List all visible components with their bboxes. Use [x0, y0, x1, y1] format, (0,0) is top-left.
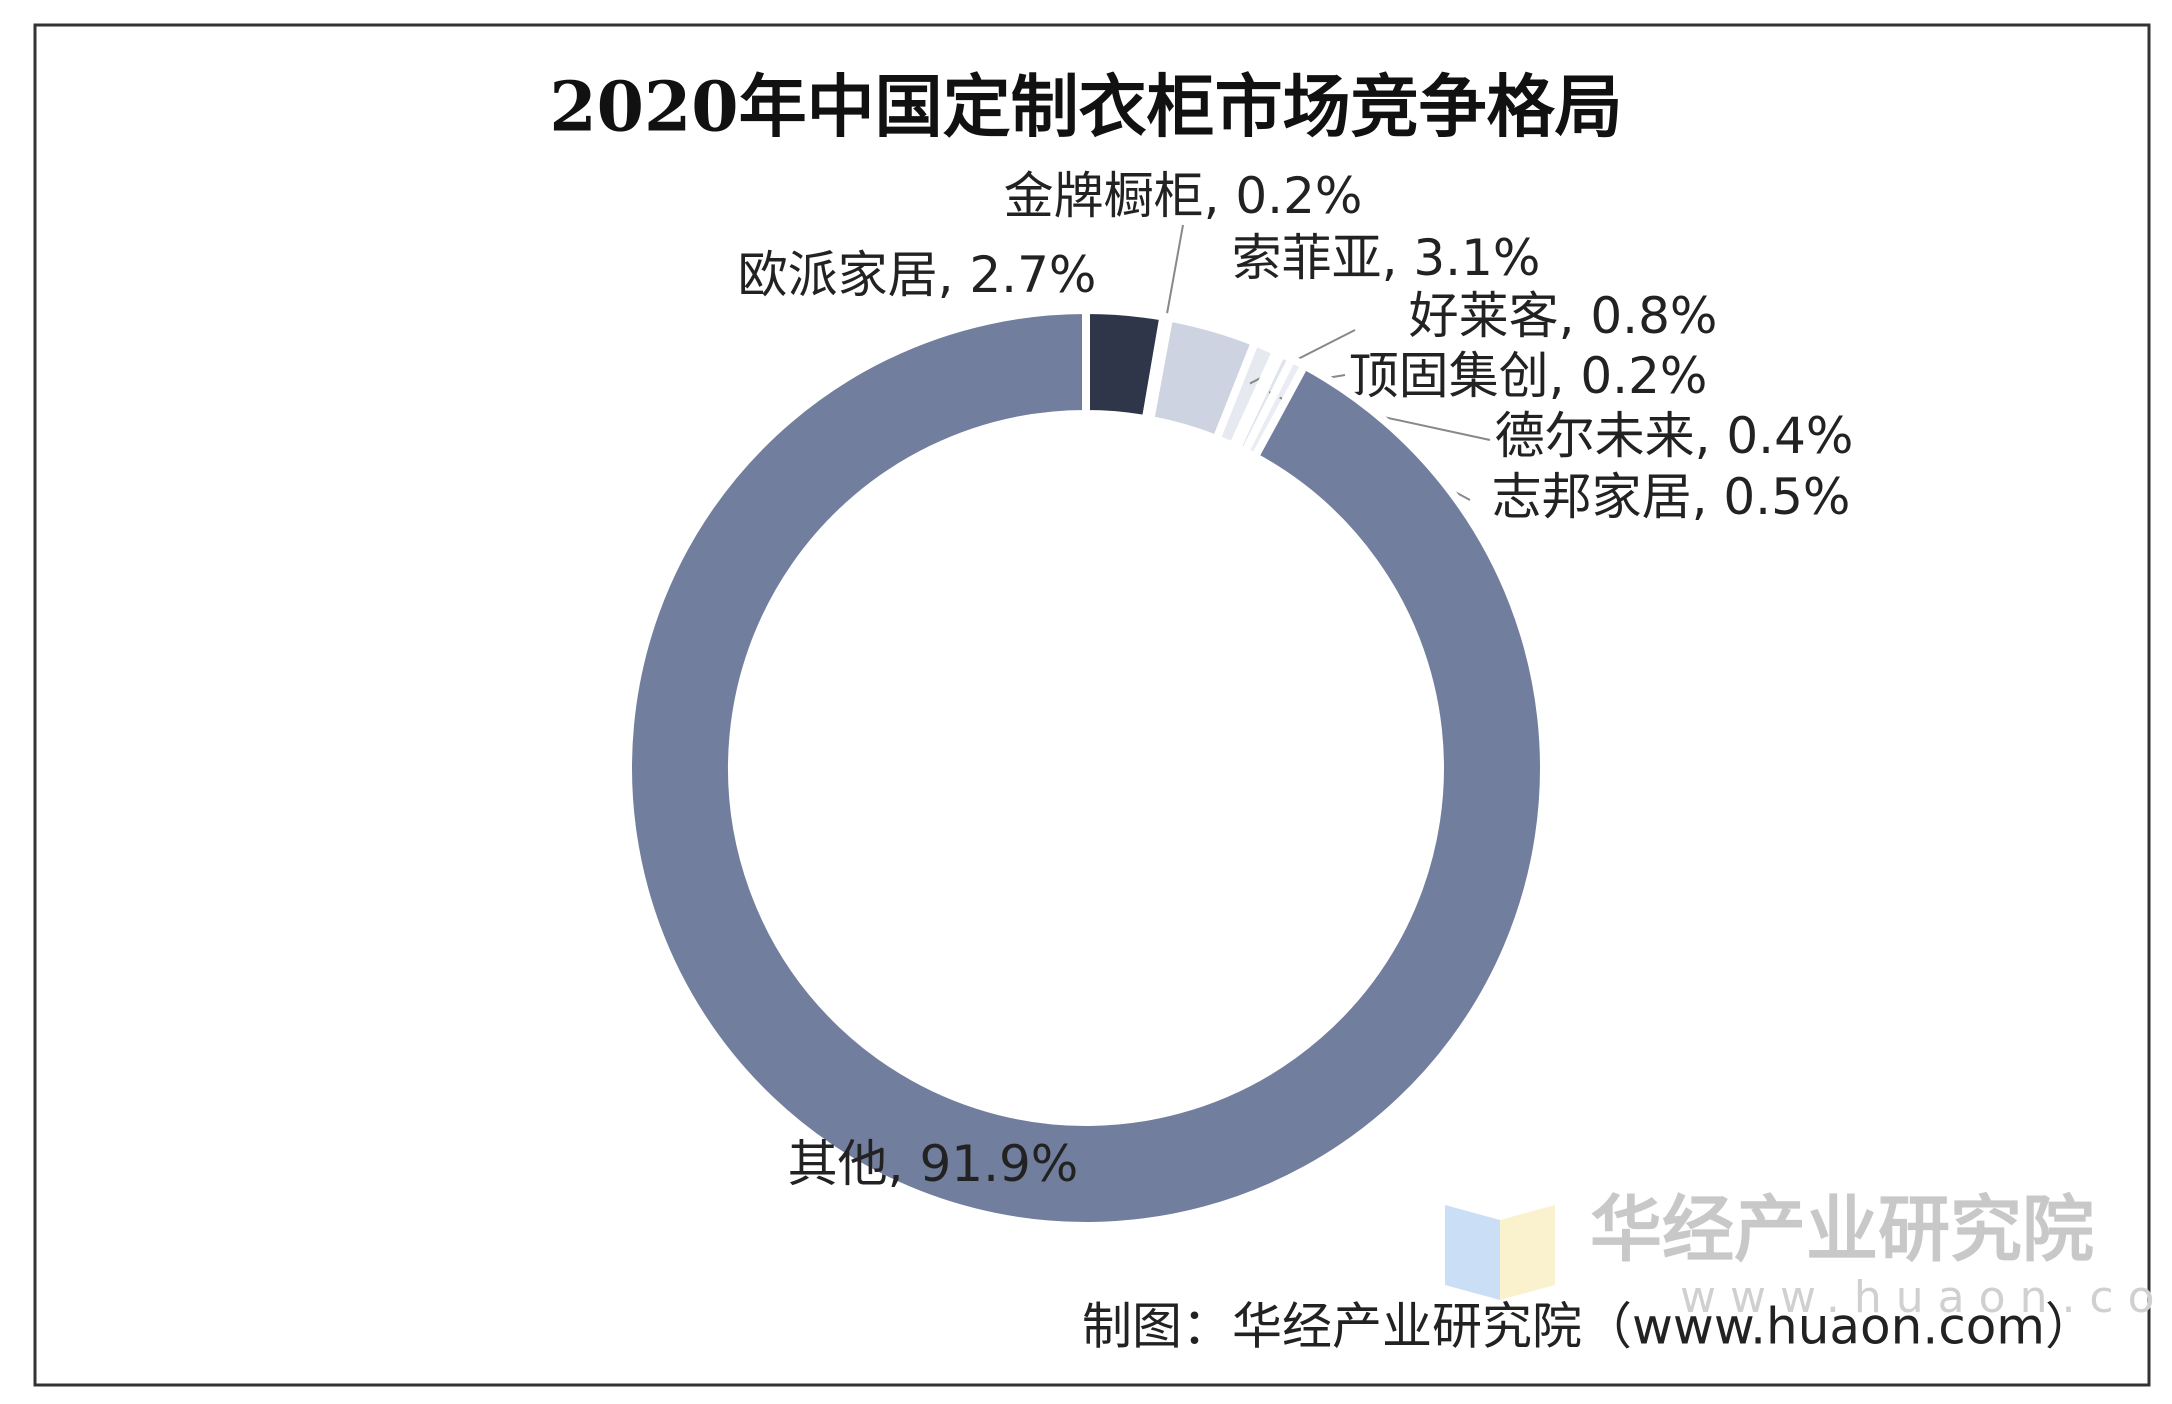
category-label: 好莱客 [1409, 287, 1559, 345]
category-label: 欧派家居 [738, 246, 938, 304]
label-separator: , [1695, 407, 1727, 465]
label-separator: , [1204, 167, 1236, 225]
category-label: 德尔未来 [1495, 407, 1695, 465]
value-label: 3.1% [1413, 229, 1540, 287]
category-label: 其他 [788, 1135, 888, 1193]
value-label: 0.5% [1723, 468, 1850, 526]
label-separator: , [938, 246, 970, 304]
value-label: 0.2% [1580, 347, 1707, 405]
watermark: 华经产业研究院 [1590, 1188, 2094, 1272]
label-separator: , [888, 1135, 920, 1193]
chart-title: 2020年中国定制衣柜市场竞争格局 [549, 68, 1622, 148]
donut-segment [624, 305, 1548, 1230]
data-label: 金牌橱柜, 0.2% [1004, 167, 1363, 225]
category-label: 志邦家居 [1492, 468, 1692, 526]
source: 制图：华经产业研究院（www.huaon.com） [1082, 1298, 2095, 1356]
data-label: 索菲亚, 3.1% [1232, 229, 1541, 287]
value-label: 0.8% [1590, 287, 1717, 345]
data-label: 德尔未来, 0.4% [1495, 407, 1854, 465]
data-label: 其他, 91.9% [788, 1135, 1079, 1193]
label-separator: , [1692, 468, 1724, 526]
label-separator: , [1382, 229, 1414, 287]
category-label: 索菲亚 [1232, 229, 1382, 287]
value-label: 0.2% [1235, 167, 1362, 225]
data-label: 顶固集创, 0.2% [1349, 347, 1708, 405]
watermark-logo [1445, 1205, 1555, 1300]
value-label: 0.4% [1726, 407, 1853, 465]
data-label: 好莱客, 0.8% [1409, 287, 1718, 345]
data-label: 欧派家居, 2.7% [738, 246, 1097, 304]
category-label: 顶固集创 [1349, 347, 1549, 405]
data-label: 志邦家居, 0.5% [1492, 468, 1851, 526]
value-label: 91.9% [919, 1135, 1078, 1193]
category-label: 金牌橱柜 [1004, 167, 1204, 225]
label-separator: , [1559, 287, 1591, 345]
watermark-url: www.huaon.com [1680, 1272, 2172, 1323]
label-separator: , [1549, 347, 1581, 405]
value-label: 2.7% [969, 246, 1096, 304]
